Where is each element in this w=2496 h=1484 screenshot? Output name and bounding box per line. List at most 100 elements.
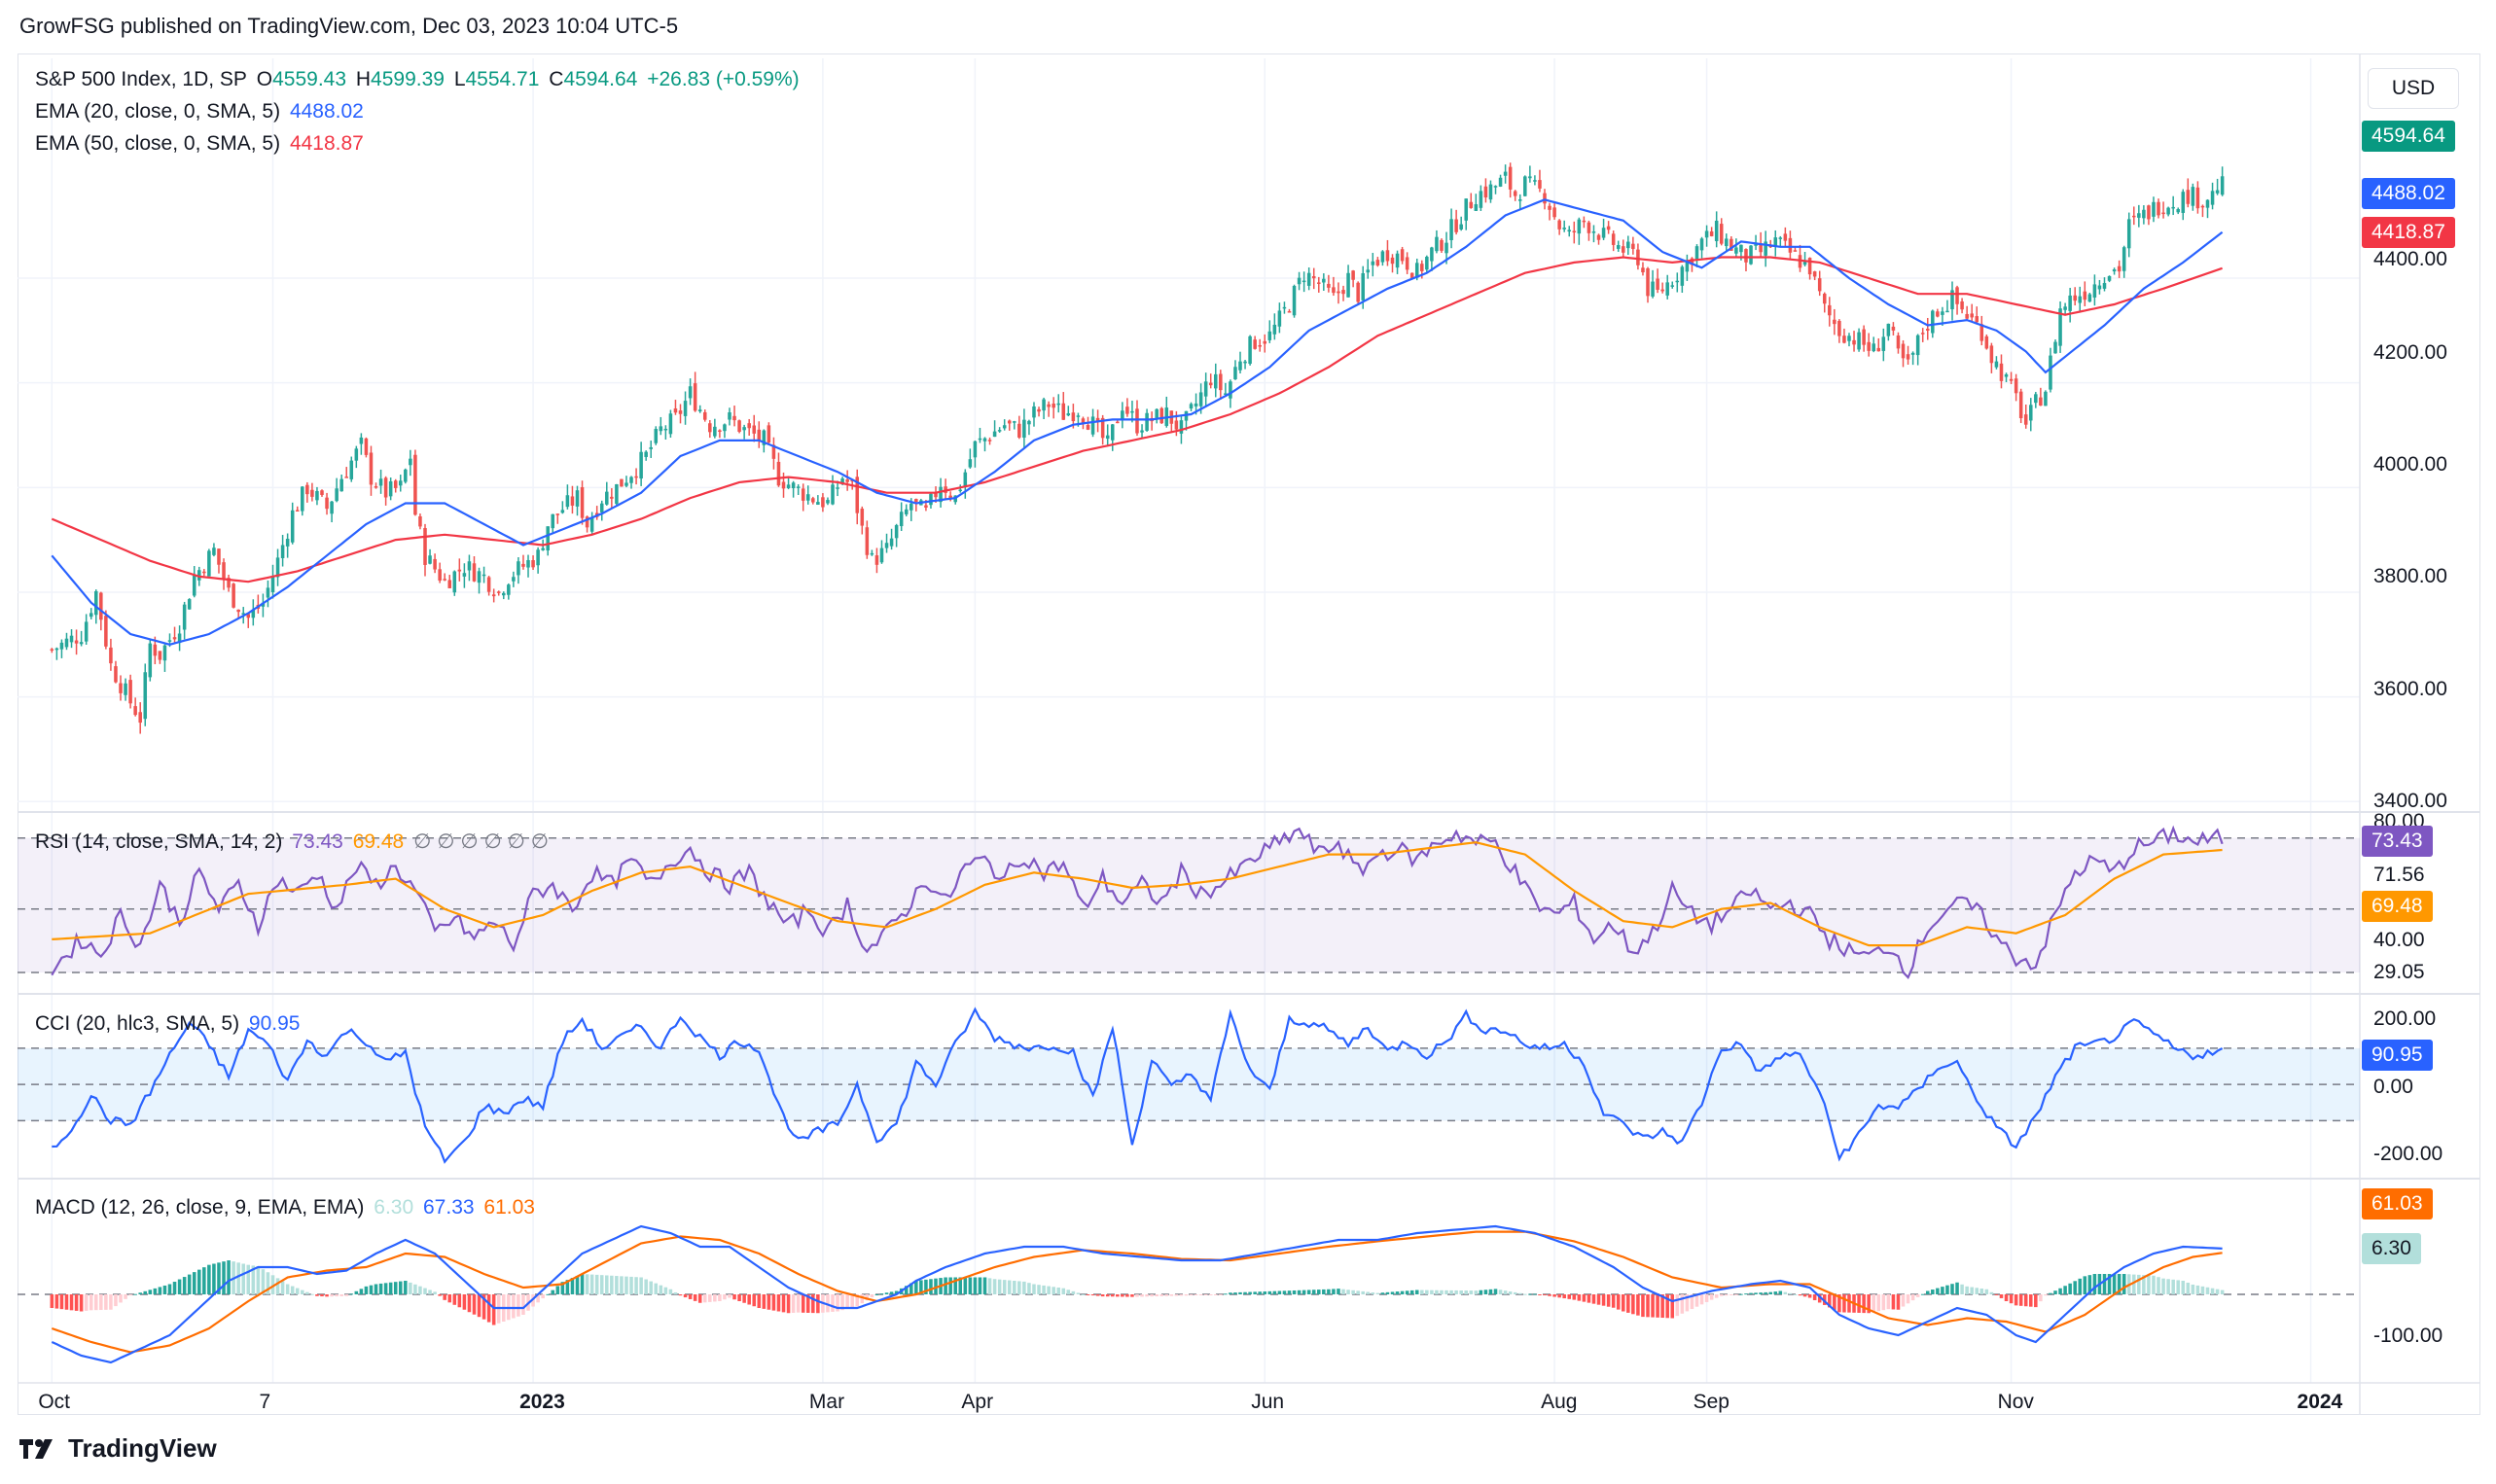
macd-histogram-bar [889,1291,894,1294]
candle-body [1872,343,1875,352]
macd-histogram-bar [1562,1294,1566,1299]
macd-histogram-bar [1366,1291,1371,1294]
macd-histogram-bar [2161,1278,2165,1294]
candle-body [217,548,221,565]
macd-histogram-bar [693,1294,697,1301]
candle-body [1778,237,1783,239]
candle-body [1833,319,1836,325]
macd-histogram-bar [443,1294,446,1300]
macd-histogram-bar [1238,1291,1242,1294]
candle-body [909,503,913,511]
macd-histogram-bar [2117,1274,2122,1294]
candle-body [1409,272,1414,278]
macd-histogram-bar [2181,1281,2186,1294]
macd-histogram-bar [452,1294,457,1305]
currency-button[interactable]: USD [2368,68,2459,109]
candle-body [1002,425,1007,429]
level-lines [18,836,2360,1295]
candle-body [182,604,187,630]
macd-histogram-bar [192,1272,196,1294]
macd-histogram-bar [1725,1294,1729,1296]
macd-histogram-bar [1680,1294,1685,1314]
macd-histogram-bar [1013,1281,1016,1294]
macd-histogram-bar [138,1292,142,1294]
candle-body [1013,421,1016,423]
candle-body [2147,205,2151,220]
macd-histogram-bar [1498,1290,1503,1294]
macd-histogram-bar [457,1294,462,1308]
candle-body [1066,413,1071,416]
publisher-line: GrowFSG published on TradingView.com, De… [19,14,679,38]
macd-histogram-bar [50,1294,54,1308]
macd-histogram-bar [1032,1284,1036,1294]
candle-body [2097,285,2102,290]
macd-signal-value: 61.03 [483,1196,535,1219]
candle-body [1346,272,1350,298]
macd-histogram-bar [1896,1294,1901,1310]
candle-body [2132,215,2136,218]
macd-histogram-bar [1862,1294,1866,1314]
macd-histogram-bar [850,1294,854,1308]
candle-body [1351,270,1355,280]
macd-histogram-bar [1616,1294,1621,1310]
candle-body [1931,310,1935,334]
macd-histogram-bar [1159,1294,1164,1296]
candle-body [555,513,560,515]
macd-histogram-bar [1513,1291,1517,1294]
candle-body [2122,247,2126,271]
candle-body [1224,393,1228,395]
candle-body [757,429,762,441]
macd-histogram-bar [1002,1280,1007,1294]
cci-label[interactable]: CCI (20, hlc3, SMA, 5) [35,1012,240,1035]
brand-name[interactable]: TradingView [68,1433,217,1463]
ema50-label[interactable]: EMA (50, close, 0, SMA, 5) [35,132,281,155]
high-label: H [355,68,372,90]
macd-histogram-bar [270,1275,275,1294]
candle-body [865,527,870,555]
chart-frame[interactable] [18,53,2480,1415]
macd-histogram-bar [1430,1290,1434,1294]
candle-body [2039,397,2043,406]
macd-histogram-bar [944,1277,947,1294]
candle-body [94,590,98,616]
macd-histogram-bar [1395,1291,1400,1294]
rsi-label[interactable]: RSI (14, close, SMA, 14, 2) [35,830,283,853]
macd-histogram-bar [884,1292,889,1294]
candle-body [1095,417,1100,422]
candle-body [697,409,702,411]
candle-body [728,412,731,420]
candle-body [1503,171,1508,176]
candle-body [1449,219,1453,240]
candle-body [1538,180,1542,189]
macd-histogram-bar [1095,1294,1100,1296]
macd-histogram-bar [934,1278,938,1294]
candle-body [1322,278,1326,283]
candle-body [973,441,978,458]
macd-label[interactable]: MACD (12, 26, close, 9, EMA, EMA) [35,1196,365,1219]
candle-body [222,562,226,580]
macd-histogram-bar [2157,1277,2160,1294]
macd-histogram-bar [447,1294,452,1303]
macd-histogram-bar [1965,1286,1969,1294]
candle-body [2137,213,2141,218]
macd-histogram-bar [330,1294,334,1297]
symbol-title[interactable]: S&P 500 Index, 1D, SP [35,68,247,90]
candle-body [1626,241,1630,249]
candle-body [924,505,928,508]
tradingview-logo-icon[interactable] [19,1437,58,1461]
candle-body [899,512,904,527]
ema20-label[interactable]: EMA (20, close, 0, SMA, 5) [35,100,281,123]
candle-body [2107,275,2112,281]
macd-histogram-bar [805,1294,810,1313]
candle-body [114,666,118,683]
candle-body [801,488,805,501]
macd-histogram-bar [953,1277,957,1294]
candle-body [894,524,899,539]
macd-histogram-bar [2092,1274,2097,1294]
candle-body [791,482,796,489]
macd-histogram-bar [594,1274,599,1294]
candle-body [1395,253,1400,268]
candle-body [1155,408,1159,418]
candle-body [1444,242,1448,254]
